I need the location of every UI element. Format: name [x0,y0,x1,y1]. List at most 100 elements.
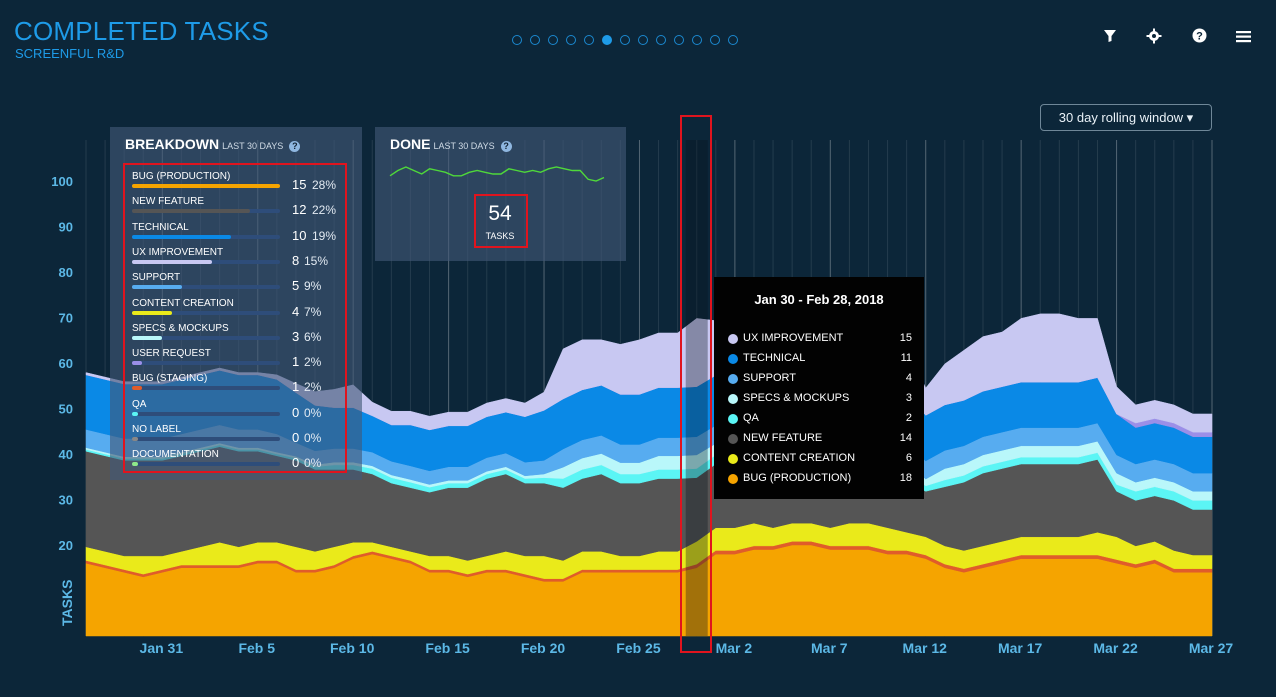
tooltip-item: SPECS & MOCKUPS 3 [728,392,912,406]
page-dot[interactable] [728,35,738,45]
tooltip-item-label: UX IMPROVEMENT [743,332,844,344]
breakdown-bar-fill [132,411,138,416]
breakdown-item[interactable]: USER REQUEST 1 2% [132,348,347,372]
breakdown-item-percent: 28% [312,178,337,192]
tooltip-item: CONTENT CREATION 6 [728,452,912,466]
x-tick-label: Feb 15 [425,640,470,656]
breakdown-bar-fill [132,259,212,264]
breakdown-bar-track [132,411,280,416]
breakdown-bar-track [132,184,280,188]
tooltip-item-value: 2 [905,412,912,424]
breakdown-item-count: 1 [292,379,300,395]
x-tick-label: Mar 27 [1189,640,1234,656]
tooltip-item: NEW FEATURE 14 [728,432,912,446]
page-dot[interactable] [638,35,648,45]
menu-icon[interactable] [1232,28,1254,50]
breakdown-item[interactable]: DOCUMENTATION 0 0% [132,449,347,473]
page-dot[interactable] [656,35,666,45]
breakdown-bar-track [132,259,280,264]
breakdown-bar-fill [132,462,138,467]
highlight-band [685,140,708,636]
breakdown-item-percent: 19% [312,228,337,243]
help-icon[interactable]: ? [1188,28,1210,50]
y-tick-label: 70 [59,311,73,326]
x-tick-label: Jan 31 [140,640,184,656]
page-dot[interactable] [566,35,576,45]
breakdown-item-label: TECHNICAL [132,221,189,233]
breakdown-item[interactable]: NO LABEL 0 0% [132,424,347,448]
legend-swatch [728,394,738,404]
breakdown-item[interactable]: SUPPORT 5 9% [132,272,347,296]
breakdown-item-label: QA [132,398,147,410]
breakdown-item[interactable]: SPECS & MOCKUPS 3 6% [132,323,347,347]
breakdown-item[interactable]: BUG (PRODUCTION) 15 28% [132,171,347,195]
breakdown-item-count: 5 [292,278,300,294]
svg-text:?: ? [1196,31,1203,43]
breakdown-item-count: 8 [292,252,300,268]
tooltip-title: Jan 30 - Feb 28, 2018 [754,292,884,307]
x-tick-label: Feb 25 [616,640,661,656]
breakdown-bar-track [132,335,280,340]
x-tick-label: Mar 7 [811,640,848,656]
breakdown-item-label: BUG (STAGING) [132,373,208,385]
help-icon[interactable]: ? [500,141,512,152]
breakdown-item[interactable]: TECHNICAL 10 19% [132,222,347,246]
x-tick-label: Mar 17 [998,640,1043,656]
breakdown-bar-track [132,361,280,366]
breakdown-item[interactable]: QA 0 0% [132,399,347,423]
done-count: 54 [488,202,512,225]
breakdown-item-label: SPECS & MOCKUPS [132,322,229,334]
breakdown-bar-track [132,209,280,214]
breakdown-bar-track [132,310,280,315]
breakdown-item[interactable]: CONTENT CREATION 4 7% [132,298,347,322]
page-dot[interactable] [548,35,558,45]
tooltip-item-value: 11 [900,352,912,364]
gear-icon[interactable] [1143,28,1165,50]
tooltip-item-value: 6 [905,452,912,464]
done-sparkline [389,166,605,182]
page-dot[interactable] [692,35,702,45]
legend-swatch [728,414,738,424]
page-dot[interactable] [674,35,684,45]
help-icon[interactable]: ? [289,141,301,152]
breakdown-item[interactable]: UX IMPROVEMENT 8 15% [132,247,347,271]
breakdown-highlight-box [123,163,347,473]
rolling-window-dropdown[interactable]: 30 day rolling window ▾ [1040,104,1212,131]
breakdown-item-label: SUPPORT [132,272,181,284]
page-dot[interactable] [602,35,612,45]
breakdown-item[interactable]: BUG (STAGING) 1 2% [132,373,347,397]
breakdown-item-percent: 6% [304,329,322,344]
breakdown-item-label: NO LABEL [132,424,181,435]
breakdown-item[interactable]: NEW FEATURE 12 22% [132,196,347,220]
breakdown-item-label: DOCUMENTATION [132,449,219,461]
y-axis: 20 30 40 50 60 70 80 90 100 [51,174,73,553]
page-dot[interactable] [584,35,594,45]
breakdown-item-percent: 0% [304,431,322,445]
breakdown-panel: BREAKDOWN LAST 30 DAYS? BUG (PRODUCTION) 1… [110,127,362,480]
x-tick-label: Mar 12 [903,640,948,656]
breakdown-item-count: 3 [292,328,300,344]
breakdown-bar-fill [132,184,280,188]
page-dot[interactable] [620,35,630,45]
done-title: DONE LAST 30 DAYS? [390,136,512,152]
breakdown-bar-track [132,437,280,441]
breakdown-bar-fill [132,361,143,366]
breakdown-item-percent: 2% [304,380,322,395]
tooltip-item-label: CONTENT CREATION [743,452,856,464]
tooltip-item-label: SPECS & MOCKUPS [743,392,850,404]
breakdown-bar-fill [132,335,162,340]
breakdown-item-percent: 15% [304,253,329,268]
breakdown-item-count: 12 [292,202,307,218]
breakdown-item-count: 4 [292,303,300,319]
tooltip-item-label: BUG (PRODUCTION) [743,472,852,484]
y-tick-label: 20 [59,538,73,553]
x-axis: Jan 31 Feb 5 Feb 10 Feb 15 Feb 20 Feb 25 Mar 2… [140,640,1234,656]
area-ux-improvement [85,313,1213,433]
page-dot[interactable] [710,35,720,45]
page-dot[interactable] [530,35,540,45]
breakdown-item-percent: 2% [304,355,322,370]
filter-icon[interactable] [1099,28,1121,50]
page-dot[interactable] [512,35,522,45]
tooltip-item: UX IMPROVEMENT 15 [728,332,912,346]
